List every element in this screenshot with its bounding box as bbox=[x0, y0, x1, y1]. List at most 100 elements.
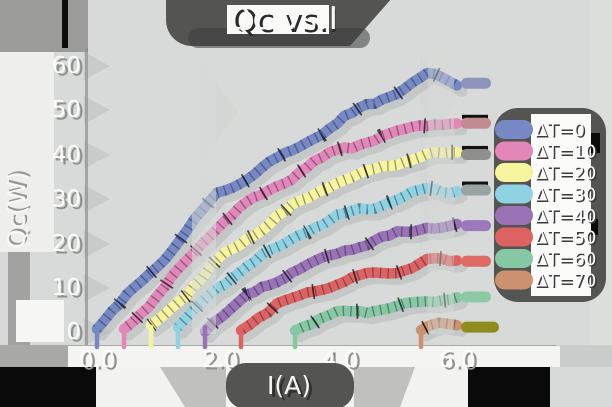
legend-swatch-dt10 bbox=[495, 141, 533, 161]
legend-label-dt50: ΔT=50 bbox=[535, 228, 596, 249]
series-1-curve bbox=[118, 118, 463, 335]
title-blob-cut bbox=[350, 0, 506, 46]
ytick-zero-box bbox=[16, 300, 64, 342]
y-tick-shadow: 50 bbox=[55, 100, 84, 126]
y-tick-0: 0 bbox=[66, 319, 81, 345]
xlabel-shadow-wedge bbox=[354, 367, 415, 407]
legend-label-dt0: ΔT=0 bbox=[535, 120, 585, 141]
x-tick-shadow: 0.0 bbox=[82, 350, 119, 376]
legend-swatch-dt40 bbox=[495, 206, 533, 225]
y-tick-10: 10 bbox=[52, 275, 81, 301]
ytick-shadow-wedges bbox=[84, 52, 110, 346]
y-axis-label: Qc(W) bbox=[2, 171, 31, 249]
legend-label-shadow: ΔT=40 bbox=[537, 208, 598, 229]
series-3-error-ticks bbox=[174, 182, 459, 331]
series-1-drop-shadow bbox=[123, 124, 468, 341]
xtick-white-band bbox=[68, 346, 560, 369]
legend-label-dt40: ΔT=40 bbox=[535, 206, 596, 227]
series-end-caps bbox=[94, 77, 499, 350]
bottom-axis-band-right bbox=[556, 345, 612, 368]
legend-swatch-dt60 bbox=[495, 249, 533, 268]
bottom-right-corner bbox=[550, 367, 612, 407]
bottom-left-black-block bbox=[0, 367, 96, 407]
wedge bbox=[84, 274, 110, 302]
series-4-end-cap bbox=[461, 220, 491, 232]
legend-label-dt60: ΔT=60 bbox=[535, 249, 596, 270]
x-axis-label: I(A) bbox=[267, 371, 311, 400]
y-tick-30: 30 bbox=[52, 187, 81, 213]
wedge bbox=[84, 141, 110, 169]
chart-title: Qc vs.I bbox=[227, 1, 339, 37]
y-tick-shadow: 40 bbox=[55, 145, 84, 171]
bottom-right-black-block bbox=[468, 367, 550, 407]
wedge bbox=[84, 96, 110, 124]
series-7-curve bbox=[415, 317, 463, 336]
legend-swatch-dt0 bbox=[495, 120, 533, 139]
legend-swatch-dt50 bbox=[495, 227, 533, 247]
legend-label-shadow: ΔT=10 bbox=[537, 143, 598, 164]
series-2-end-cap bbox=[461, 148, 491, 160]
legend-label-shadow: ΔT=60 bbox=[537, 251, 598, 272]
left-spine-top-segment bbox=[62, 0, 68, 48]
left-axis-spine bbox=[85, 48, 88, 346]
legend-label-shadow: ΔT=30 bbox=[537, 186, 598, 207]
y-axis-label-group: Qc(W) Qc(W) bbox=[2, 169, 33, 249]
y-tick-shadow: 30 bbox=[55, 189, 84, 215]
y-tick-shadow: 20 bbox=[55, 234, 84, 260]
legend-label-shadow: ΔT=0 bbox=[537, 122, 587, 143]
series-3-end-cap bbox=[461, 184, 491, 196]
series-3-curve bbox=[172, 182, 463, 333]
x-axis-label-group: I(A) I(A) bbox=[160, 363, 415, 407]
x-axis-label-shadow: I(A) bbox=[270, 374, 314, 403]
wedge bbox=[84, 185, 110, 213]
legend-label-dt30: ΔT=30 bbox=[535, 185, 596, 206]
y-tick-shadow: 10 bbox=[55, 278, 84, 304]
legend: ΔT=0 ΔT=0 ΔT=10 ΔT=10 ΔT=20 ΔT=20 ΔT=30 … bbox=[494, 108, 606, 302]
y-axis-ticks: 60 60 50 50 40 40 30 30 20 20 10 10 0 0 bbox=[52, 53, 84, 348]
y-tick-50: 50 bbox=[52, 97, 81, 123]
pinch-band bbox=[428, 52, 454, 334]
legend-swatch-dt20 bbox=[495, 163, 533, 182]
x-tick-shadow: 6.0 bbox=[442, 350, 479, 376]
top-left-corner-block bbox=[0, 0, 88, 52]
series-4-drop-shadow bbox=[204, 224, 468, 343]
y-axis-label-shadow: Qc(W) bbox=[4, 169, 33, 247]
series-3-drop-shadow bbox=[177, 188, 468, 339]
series-6-curve bbox=[289, 292, 463, 336]
xlabel-shadow-wedge bbox=[160, 367, 226, 407]
x-tick-6: 6.0 bbox=[439, 347, 476, 373]
title-white-box bbox=[227, 5, 329, 34]
y-tick-40: 40 bbox=[52, 142, 81, 168]
series-5-end-cap bbox=[461, 255, 491, 267]
legend-label-shadow: ΔT=70 bbox=[537, 272, 598, 293]
series-1-end-cap bbox=[461, 117, 491, 129]
series-0-drop-shadow bbox=[96, 73, 468, 341]
xlabel-blob bbox=[226, 363, 354, 407]
series-0-curve bbox=[91, 67, 463, 335]
legend-white-strip bbox=[531, 114, 591, 296]
legend-label-dt10: ΔT=10 bbox=[535, 142, 596, 163]
series-6-end-cap bbox=[461, 291, 491, 303]
series-6-drop-shadow bbox=[294, 297, 468, 343]
legend-label-dt70: ΔT=70 bbox=[535, 271, 596, 292]
legend-label-dt20: ΔT=20 bbox=[535, 163, 596, 184]
legend-label-shadow: ΔT=20 bbox=[537, 165, 598, 186]
x-tick-0: 0.0 bbox=[79, 347, 116, 373]
series-1-cap-black-bar bbox=[462, 114, 488, 119]
wedge bbox=[84, 52, 110, 80]
legend-swatch-dt70 bbox=[495, 270, 533, 290]
series-4-curve bbox=[199, 218, 463, 337]
series-3-cap-black-bar bbox=[462, 181, 488, 186]
title-group: Qc vs.I Qc vs.I bbox=[166, 0, 506, 48]
pinch-band bbox=[192, 52, 216, 334]
left-white-strip bbox=[0, 48, 54, 252]
y-tick-60: 60 bbox=[52, 53, 81, 79]
plot-series-curves bbox=[91, 65, 468, 343]
series-7-error-ticks bbox=[418, 317, 458, 335]
series-7-end-cap bbox=[461, 321, 499, 333]
y-tick-shadow: 0 bbox=[69, 322, 84, 348]
series-5-curve bbox=[235, 252, 463, 336]
series-2-cap-black-bar bbox=[462, 145, 488, 150]
